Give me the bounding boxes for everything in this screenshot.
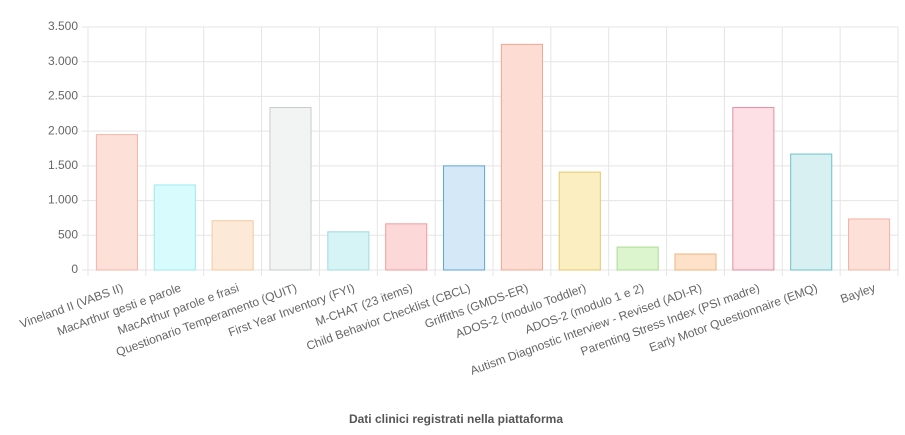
bar	[327, 231, 370, 271]
x-axis-title: Dati clinici registrati nella piattaform…	[349, 412, 563, 426]
bar	[269, 107, 312, 271]
bar	[790, 153, 833, 271]
bar	[848, 218, 891, 271]
bar	[732, 107, 775, 271]
bar	[558, 171, 601, 271]
bar	[211, 220, 254, 271]
y-tick-label: 3.000	[48, 54, 78, 68]
y-tick-label: 3.500	[48, 19, 78, 33]
bar	[153, 184, 196, 271]
y-tick-label: 500	[58, 227, 78, 241]
y-tick-label: 1.000	[48, 193, 78, 207]
x-tick-label: Bayley	[839, 281, 878, 306]
bar	[674, 253, 717, 271]
y-tick-label: 1.500	[48, 158, 78, 172]
y-tick-label: 2.500	[48, 89, 78, 103]
y-tick-label: 0	[71, 262, 78, 276]
bar	[385, 223, 428, 271]
bar	[95, 134, 138, 271]
bar	[616, 246, 659, 271]
bar	[443, 165, 486, 271]
bar	[500, 43, 543, 271]
y-tick-label: 2.000	[48, 123, 78, 137]
